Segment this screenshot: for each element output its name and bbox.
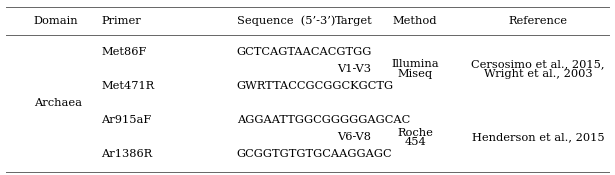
Text: 454: 454 (404, 137, 426, 147)
Text: GCGGTGTGTGCAAGGAGC: GCGGTGTGTGCAAGGAGC (237, 149, 392, 159)
Text: Ar1386R: Ar1386R (101, 149, 153, 159)
Text: Archaea: Archaea (34, 98, 82, 108)
Text: Met471R: Met471R (101, 81, 155, 91)
Text: Sequence  (5’-3’): Sequence (5’-3’) (237, 16, 335, 26)
Text: Met86F: Met86F (101, 47, 147, 57)
Text: AGGAATTGGCGGGGGAGCAC: AGGAATTGGCGGGGGAGCAC (237, 115, 410, 125)
Text: Miseq: Miseq (397, 69, 433, 79)
Text: Ar915aF: Ar915aF (101, 115, 152, 125)
Text: Target: Target (335, 16, 373, 26)
Text: Cersosimo et al., 2015,: Cersosimo et al., 2015, (471, 59, 605, 69)
Text: GCTCAGTAACACGTGG: GCTCAGTAACACGTGG (237, 47, 372, 57)
Text: Henderson et al., 2015: Henderson et al., 2015 (472, 132, 605, 142)
Text: Illumina: Illumina (391, 59, 439, 69)
Text: GWRTTACCGCGGCKGCTG: GWRTTACCGCGGCKGCTG (237, 81, 394, 91)
Text: V6-V8: V6-V8 (336, 132, 371, 142)
Text: Wright et al., 2003: Wright et al., 2003 (484, 69, 592, 79)
Text: Roche: Roche (397, 128, 433, 138)
Text: Domain: Domain (34, 16, 79, 26)
Text: V1-V3: V1-V3 (336, 64, 371, 74)
Text: Method: Method (393, 16, 437, 26)
Text: Reference: Reference (509, 16, 568, 26)
Text: Primer: Primer (101, 16, 141, 26)
